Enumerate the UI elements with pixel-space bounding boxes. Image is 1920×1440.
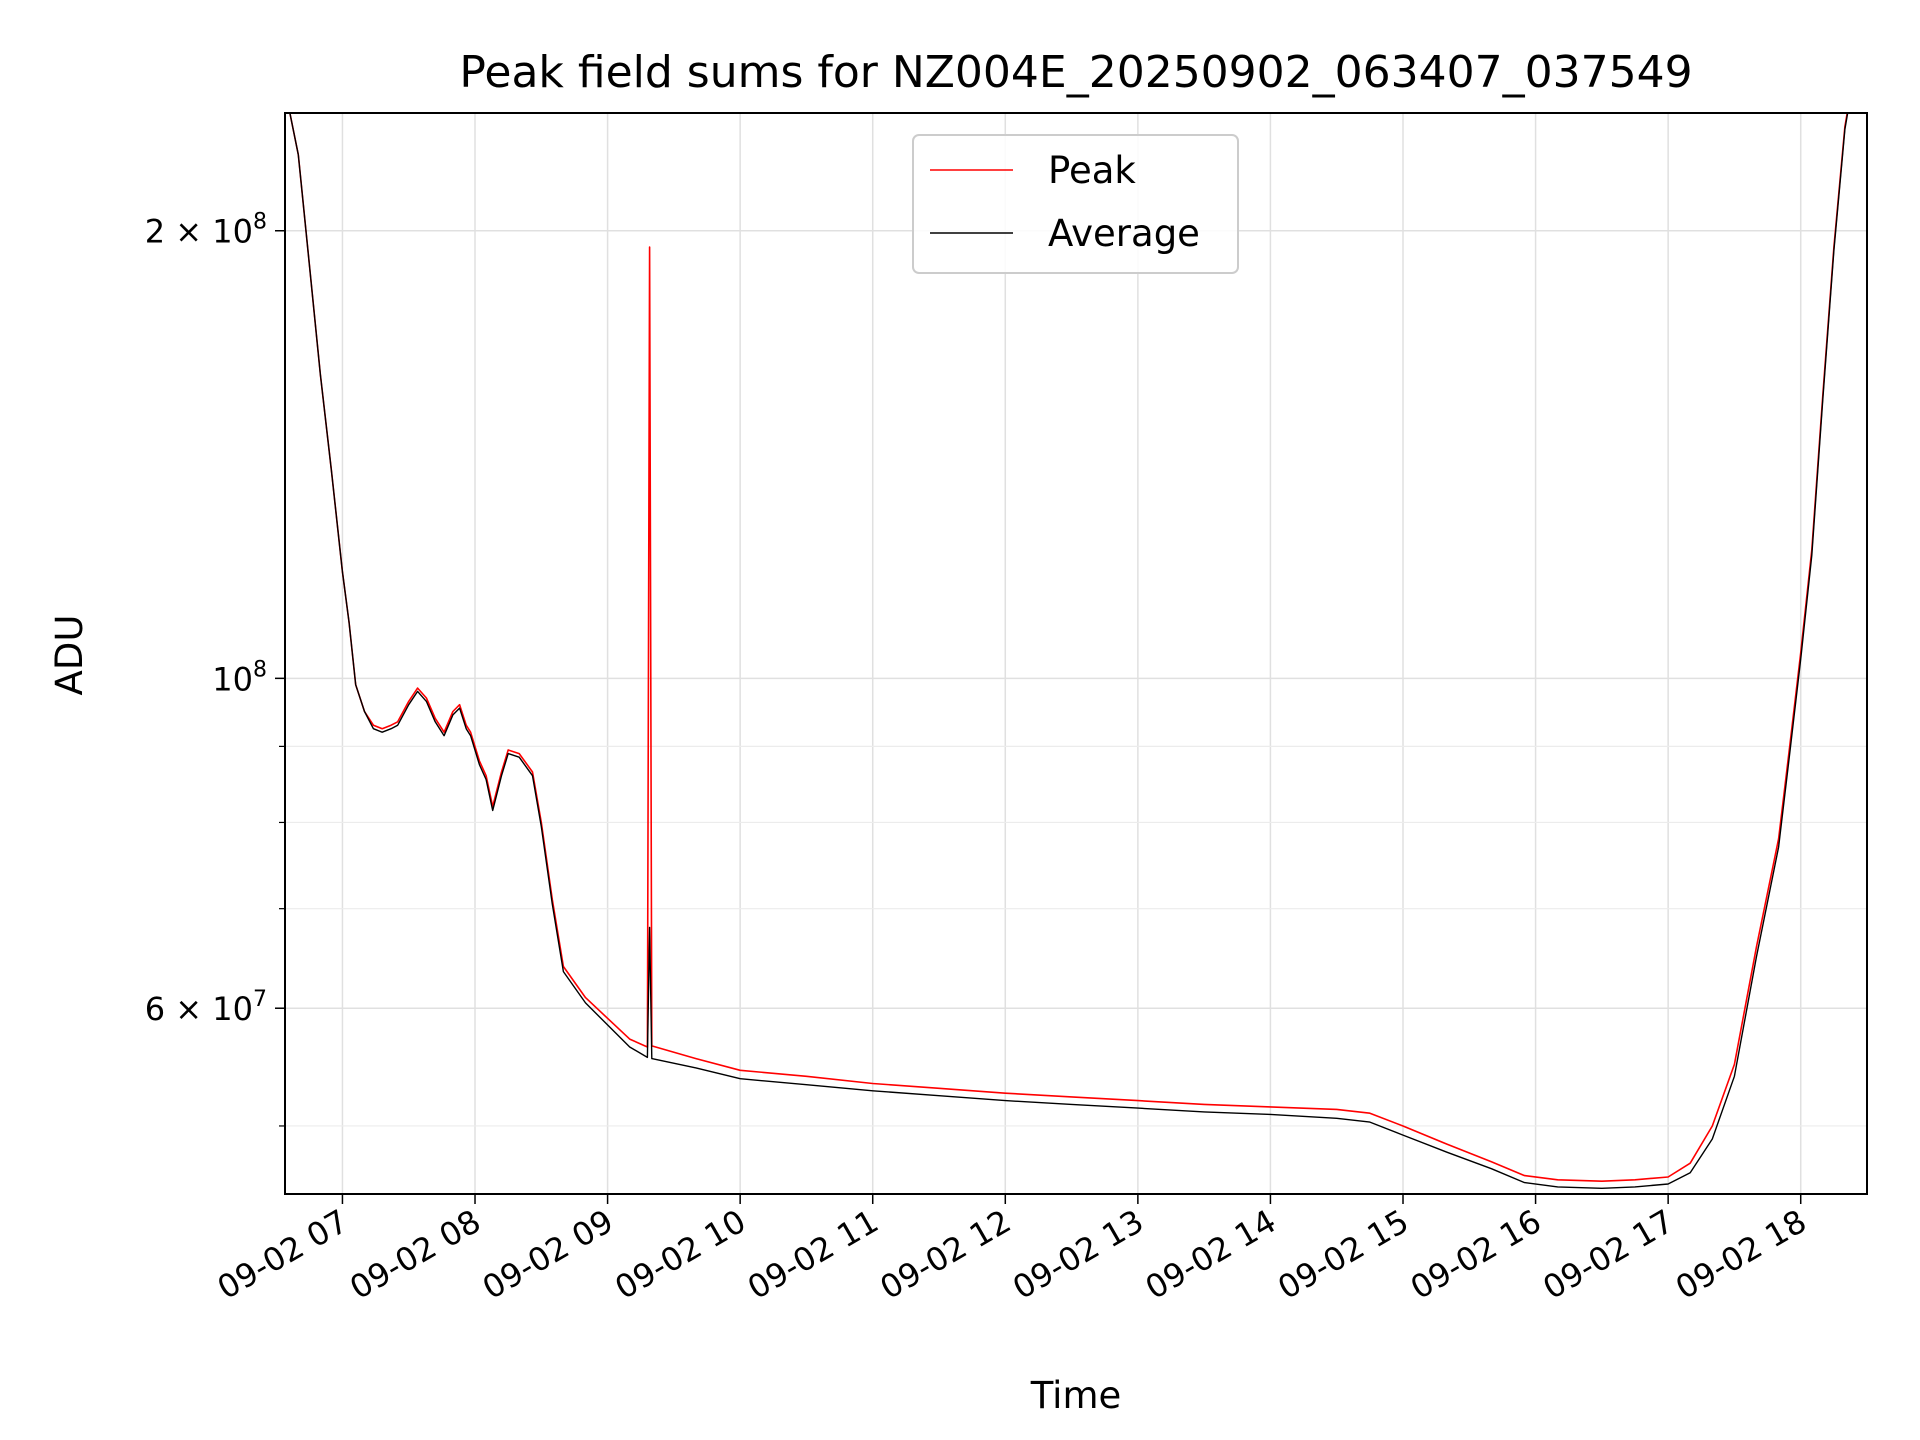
legend-peak-label: Peak bbox=[1048, 149, 1136, 192]
y-tick-label: 108 bbox=[212, 657, 267, 698]
legend: Peak Average bbox=[912, 134, 1239, 274]
series-layer bbox=[289, 113, 1849, 1190]
y-axis-label: ADU bbox=[48, 615, 91, 696]
legend-average-label: Average bbox=[1048, 212, 1200, 255]
plot-frame bbox=[284, 112, 1868, 1195]
chart-title: Peak field sums for NZ004E_20250902_0634… bbox=[459, 47, 1692, 98]
y-tick-label: 6 × 107 bbox=[145, 987, 267, 1028]
grid bbox=[285, 113, 1867, 1194]
x-axis-label: Time bbox=[1030, 1374, 1122, 1417]
series-line-average bbox=[289, 113, 1849, 1190]
y-tick-label: 2 × 108 bbox=[145, 210, 267, 251]
